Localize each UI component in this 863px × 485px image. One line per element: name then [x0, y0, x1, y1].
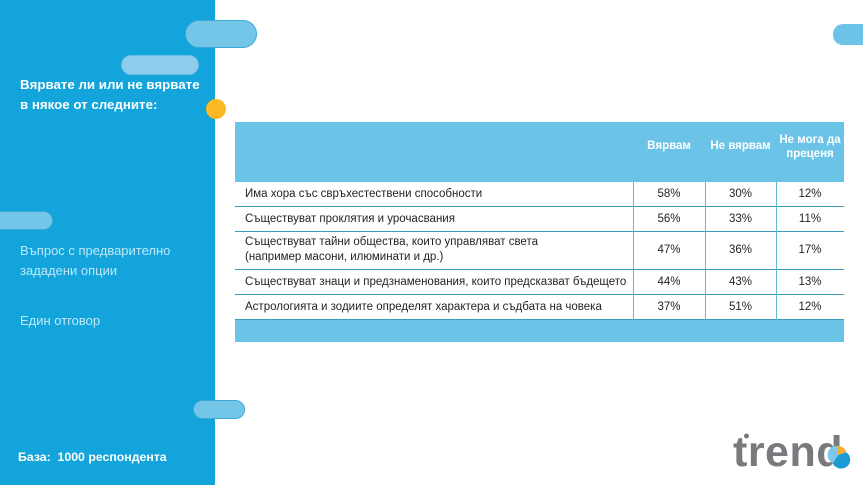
svg-text:trend: trend [733, 431, 843, 476]
